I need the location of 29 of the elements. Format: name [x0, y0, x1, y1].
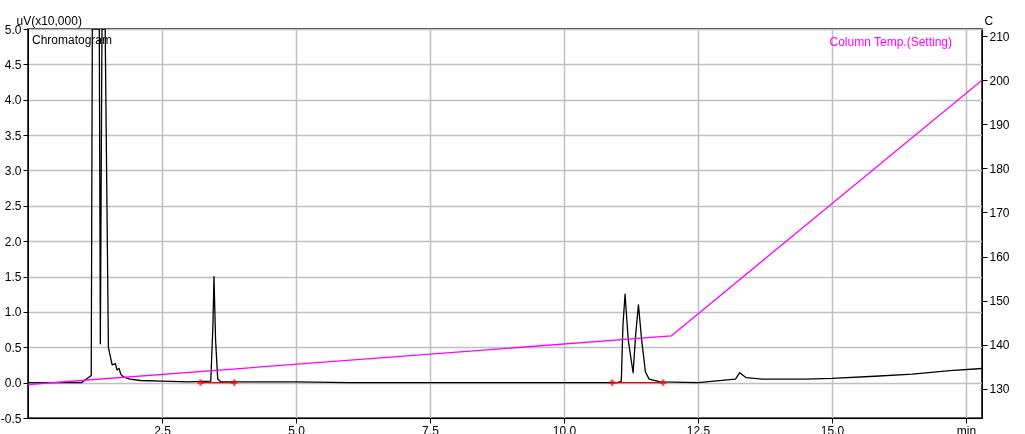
- y2-tick-label: 200: [989, 73, 1010, 88]
- y-tick-label: 4.5: [4, 57, 22, 72]
- y2-tick-label: 150: [989, 294, 1010, 309]
- y2-tick-label: 190: [989, 117, 1010, 132]
- text: Column Temp.(Setting): [829, 35, 952, 49]
- y2-tick-label: 170: [989, 205, 1010, 220]
- y2-tick-label: 180: [989, 161, 1010, 176]
- y-tick-label: 2.0: [4, 234, 22, 249]
- y2-tick-label: 210: [989, 29, 1010, 44]
- y-tick-label: 2.5: [4, 199, 22, 214]
- x-tick-label: 2.5: [154, 423, 172, 434]
- y-tick-label: 0.0: [4, 376, 22, 391]
- y-tick-label: 3.0: [4, 163, 22, 178]
- y2-tick-label: 140: [989, 338, 1010, 353]
- y-tick-label: 4.0: [4, 93, 22, 108]
- x-tick-label: 5.0: [288, 423, 306, 434]
- x-tick-label: 10.0: [552, 423, 577, 434]
- y-tick-label: 1.5: [4, 270, 22, 285]
- y2-tick-label: 160: [989, 250, 1010, 265]
- x-tick-label: 12.5: [686, 423, 711, 434]
- y-tick-label: 1.0: [4, 305, 22, 320]
- y-tick-label: -0.5: [0, 411, 22, 426]
- x-tick-label: min: [956, 423, 977, 434]
- y-tick-label: 3.5: [4, 128, 22, 143]
- x-tick-label: 15.0: [820, 423, 845, 434]
- y2-axis-title: C: [984, 13, 994, 28]
- y2-tick-label: 130: [989, 382, 1010, 397]
- x-tick-label: 7.5: [422, 423, 440, 434]
- y-tick-label: 0.5: [4, 340, 22, 355]
